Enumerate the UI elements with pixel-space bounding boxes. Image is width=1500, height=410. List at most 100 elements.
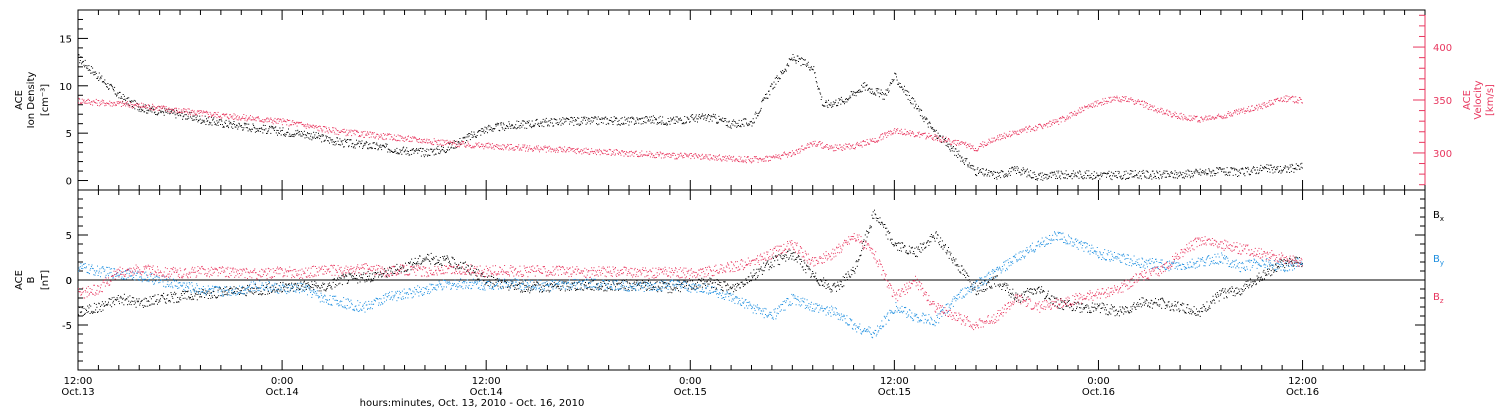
velocity-series-point <box>431 141 433 143</box>
velocity-series-point <box>673 153 675 154</box>
ion-density-series-point <box>383 145 385 147</box>
ion-density-series-point <box>431 148 433 150</box>
velocity-series-point <box>585 151 586 153</box>
b-bx-series-point <box>471 265 473 267</box>
ion-density-series-point <box>725 125 727 126</box>
velocity-series-point <box>930 135 932 136</box>
ion-density-series-point <box>1019 171 1021 173</box>
velocity-series-point <box>817 145 818 147</box>
b-bx-series-point <box>477 278 479 280</box>
b-bx-series-point <box>307 286 308 288</box>
ion-density-series-point <box>81 61 83 63</box>
velocity-series-point <box>896 129 897 131</box>
velocity-series-point <box>204 111 206 113</box>
velocity-series-point <box>1200 117 1202 118</box>
ion-density-series-point <box>381 144 383 146</box>
b-bx-series-point <box>496 278 498 280</box>
ion-density-series-point <box>635 120 637 122</box>
ion-density-series-point <box>629 121 630 123</box>
ion-density-series-point <box>668 120 670 122</box>
velocity-series-point <box>1060 121 1062 123</box>
ion-density-series-point <box>460 144 462 146</box>
ion-density-series-point <box>978 171 980 173</box>
velocity-series-point <box>373 132 375 134</box>
ion-density-series-point <box>1180 174 1182 176</box>
velocity-series-point <box>905 134 907 136</box>
b-bx-series-point <box>95 309 97 311</box>
b-bx-series-point <box>286 284 288 286</box>
ion-density-series-point <box>495 123 496 125</box>
velocity-series-point <box>959 142 961 144</box>
ion-density-series-point <box>161 110 163 112</box>
ion-density-series-point <box>580 121 582 123</box>
velocity-series-point <box>1060 117 1062 119</box>
velocity-series-point <box>319 126 321 128</box>
b-bx-series-point <box>169 301 171 303</box>
velocity-series-point <box>952 141 954 143</box>
velocity-series-point <box>116 104 117 106</box>
ion-density-series-point <box>829 104 831 106</box>
b-bx-series-point <box>202 289 204 290</box>
ion-density-series-point <box>841 99 843 101</box>
ion-density-series-point <box>175 117 177 119</box>
ion-density-series-point <box>1235 168 1237 170</box>
velocity-series-point <box>700 158 702 160</box>
velocity-series-point <box>1011 134 1013 136</box>
velocity-series-point <box>1181 115 1183 117</box>
b-bx-series-point <box>274 291 276 293</box>
ion-density-series-point <box>160 111 161 113</box>
velocity-series-point <box>217 111 219 113</box>
b-bx-series-point <box>479 279 481 281</box>
ion-density-series-point <box>479 130 481 132</box>
ion-density-series-point <box>176 113 178 115</box>
ion-density-series-point <box>1144 175 1145 177</box>
velocity-series-point <box>352 130 354 132</box>
velocity-series-point <box>498 145 500 147</box>
b-bx-series-point <box>561 282 563 284</box>
ion-density-series-point <box>1101 174 1103 176</box>
ion-density-series-point <box>302 134 304 136</box>
velocity-series-point <box>618 153 619 155</box>
ion-density-series-point <box>927 126 929 128</box>
velocity-series-point <box>1080 111 1082 113</box>
ion-density-series-point <box>212 119 214 121</box>
velocity-series-point <box>550 147 552 149</box>
velocity-series-point <box>784 151 785 153</box>
ion-density-series-point <box>1230 167 1232 169</box>
velocity-series-point <box>231 117 233 119</box>
velocity-series-point <box>1297 99 1298 101</box>
velocity-series-point <box>272 123 274 125</box>
velocity-series-point <box>251 119 253 121</box>
velocity-series-point <box>692 155 694 157</box>
ion-density-series-point <box>880 89 882 91</box>
velocity-series-point <box>1298 99 1300 101</box>
ion-density-series-point <box>1100 172 1102 174</box>
ion-density-series-point <box>907 98 909 100</box>
velocity-series-point <box>872 138 874 140</box>
velocity-series-point <box>250 119 252 121</box>
ion-density-series-point <box>648 120 650 122</box>
velocity-series-point <box>1182 119 1184 121</box>
ion-density-series-point <box>936 137 938 139</box>
b-bx-series-point <box>101 301 103 303</box>
velocity-series-point <box>543 147 545 149</box>
velocity-series-point <box>203 111 205 113</box>
velocity-series-point <box>462 142 464 144</box>
ion-density-series-point <box>768 90 769 92</box>
ion-density-series-point <box>322 135 324 137</box>
ion-density-series-point <box>658 117 660 119</box>
b-bx-series-point <box>99 309 101 311</box>
ion-density-series-point <box>412 149 414 151</box>
b-bx-series-point <box>446 255 448 257</box>
ion-density-series-point <box>266 132 267 134</box>
velocity-series-point <box>542 149 544 151</box>
ion-density-series-point <box>1195 168 1197 170</box>
velocity-series-point <box>217 114 218 116</box>
velocity-series-point <box>1074 114 1076 116</box>
velocity-series-point <box>782 154 784 156</box>
ion-density-series-point <box>1113 173 1115 175</box>
ion-density-series-point <box>1273 167 1275 169</box>
velocity-series-point <box>590 151 592 153</box>
velocity-series-point <box>677 153 679 155</box>
velocity-series-point <box>647 154 649 156</box>
